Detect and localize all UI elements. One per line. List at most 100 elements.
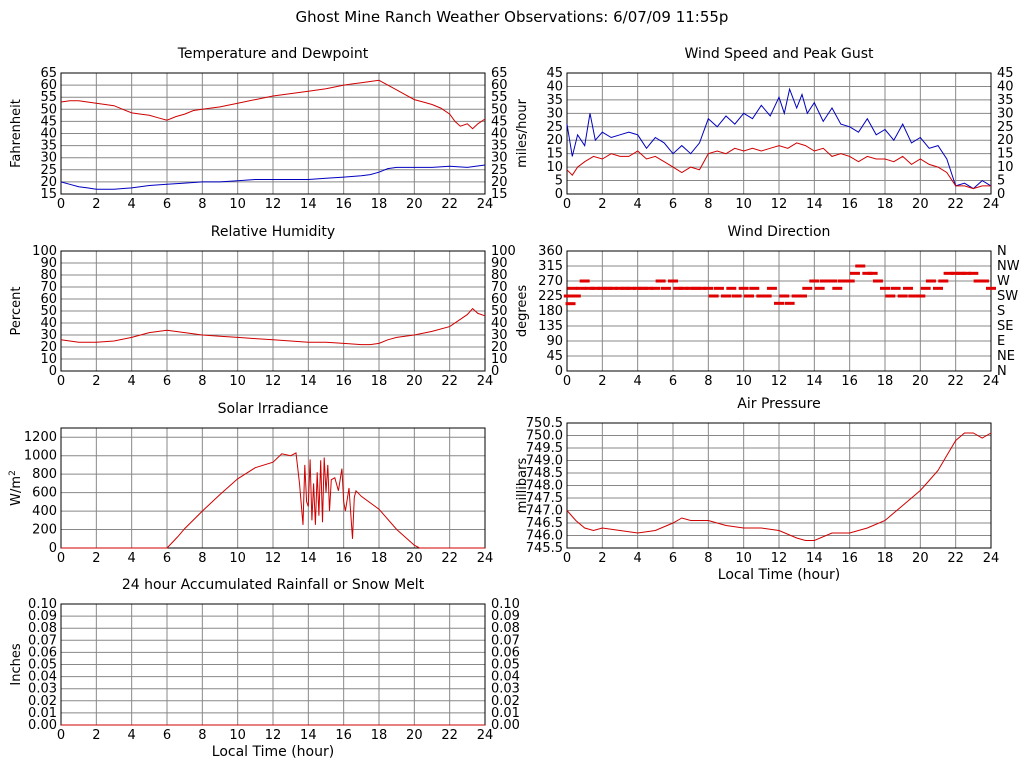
x-tick-label: 12 xyxy=(771,551,788,566)
x-tick-label: 12 xyxy=(265,728,282,743)
x-tick-label: 22 xyxy=(441,728,458,743)
data-point xyxy=(615,286,625,290)
y-tick-label: 750.5 xyxy=(526,416,563,431)
y-tick-label: 45 xyxy=(546,66,563,81)
x-tick-label: 12 xyxy=(265,551,282,566)
x-tick-label: 20 xyxy=(406,728,423,743)
data-point xyxy=(915,294,926,298)
y-tick-label: 0 xyxy=(555,364,563,379)
y-tick-label: 0.02 xyxy=(28,694,57,709)
x-tick-label: 8 xyxy=(198,551,206,566)
data-point xyxy=(968,271,979,275)
y-tick-label: 0 xyxy=(49,364,57,379)
x-tick-label: 0 xyxy=(57,728,65,743)
y-tick-label: 100 xyxy=(32,244,57,259)
right-tick-label: NW xyxy=(997,259,1020,274)
data-point xyxy=(978,279,989,283)
data-point xyxy=(620,286,631,290)
right-tick-label: 0.01 xyxy=(491,706,520,721)
x-tick-label: 0 xyxy=(57,374,65,389)
series-line-0 xyxy=(60,307,486,346)
page-title: Ghost Mine Ranch Weather Observations: 6… xyxy=(295,8,729,26)
y-tick-label: 55 xyxy=(40,90,57,105)
x-tick-label: 24 xyxy=(983,374,1000,389)
y-tick-label: 800 xyxy=(32,467,57,482)
right-tick-label: E xyxy=(997,334,1005,349)
y-tick-label: 45 xyxy=(546,349,563,364)
x-tick-label: 20 xyxy=(912,551,929,566)
y-tick-label: 746.5 xyxy=(526,516,563,531)
data-point xyxy=(819,279,830,283)
x-tick-label: 4 xyxy=(634,374,642,389)
right-tick-label: 20 xyxy=(491,340,508,355)
right-tick-label: 0.00 xyxy=(491,718,520,733)
x-tick-label: 14 xyxy=(806,197,823,212)
right-tick-label: 60 xyxy=(491,78,508,93)
y-tick-label: 0.09 xyxy=(28,609,57,624)
y-axis-label-text: Percent xyxy=(9,287,24,336)
data-point xyxy=(784,301,795,305)
x-tick-label: 8 xyxy=(198,728,206,743)
right-tick-label: 55 xyxy=(491,90,508,105)
y-tick-label: 10 xyxy=(40,352,57,367)
x-tick-label: 2 xyxy=(92,551,100,566)
x-tick-label: 20 xyxy=(406,374,423,389)
y-tick-label: 747.5 xyxy=(526,491,563,506)
plot-frame xyxy=(566,422,992,549)
x-tick-label: 8 xyxy=(704,551,712,566)
y-tick-label: 745.5 xyxy=(526,541,563,556)
series-line-0 xyxy=(61,452,485,549)
x-tick-label: 10 xyxy=(735,551,752,566)
data-point xyxy=(925,279,936,283)
y-tick-label: 0.10 xyxy=(28,597,57,612)
x-tick-label: 20 xyxy=(912,374,929,389)
x-tick-label: 8 xyxy=(198,197,206,212)
x-axis-label: Local Time (hour) xyxy=(212,744,334,760)
x-tick-label: 0 xyxy=(563,374,571,389)
y-tick-label: 0 xyxy=(555,187,563,202)
x-tick-label: 6 xyxy=(669,374,677,389)
right-tick-label: 0.06 xyxy=(491,645,520,660)
right-tick-label: 35 xyxy=(997,93,1014,108)
x-tick-label: 14 xyxy=(806,374,823,389)
right-tick-label: 20 xyxy=(997,133,1014,148)
chart-title: Wind Direction xyxy=(728,224,831,240)
data-point xyxy=(908,294,919,298)
y-tick-label: 80 xyxy=(40,268,57,283)
x-tick-label: 10 xyxy=(229,374,246,389)
data-point xyxy=(832,286,843,290)
y-tick-label: 1000 xyxy=(24,449,57,464)
right-tick-label: 10 xyxy=(491,352,508,367)
y-tick-label: 50 xyxy=(40,304,57,319)
x-tick-label: 24 xyxy=(983,197,1000,212)
data-point xyxy=(844,279,855,283)
x-tick-label: 24 xyxy=(983,551,1000,566)
right-tick-label: 25 xyxy=(491,163,508,178)
data-point xyxy=(721,294,731,298)
x-tick-label: 6 xyxy=(163,551,171,566)
y-axis-label-text: millibars xyxy=(515,458,530,514)
y-axis-label-text: degrees xyxy=(515,285,530,338)
y-tick-label: 20 xyxy=(40,175,57,190)
x-tick-label: 18 xyxy=(371,374,388,389)
chart-title: Solar Irradiance xyxy=(218,401,329,417)
data-point xyxy=(986,286,996,290)
series-line-0 xyxy=(566,87,992,190)
x-tick-label: 2 xyxy=(598,551,606,566)
y-tick-label: 40 xyxy=(40,316,57,331)
x-tick-label: 0 xyxy=(57,551,65,566)
right-tick-label: 45 xyxy=(491,114,508,129)
data-point xyxy=(796,294,807,298)
right-tick-label: SE xyxy=(997,319,1013,334)
y-axis-label-text: miles/hour xyxy=(515,98,530,167)
x-tick-label: 16 xyxy=(335,197,352,212)
data-point xyxy=(565,302,576,306)
y-tick-label: 225 xyxy=(538,289,563,304)
y-tick-label: 200 xyxy=(32,523,57,538)
right-tick-label: 15 xyxy=(491,187,508,202)
y-tick-label: 315 xyxy=(538,259,563,274)
y-tick-label: 20 xyxy=(40,340,57,355)
data-point xyxy=(855,264,866,268)
x-tick-label: 0 xyxy=(563,197,571,212)
